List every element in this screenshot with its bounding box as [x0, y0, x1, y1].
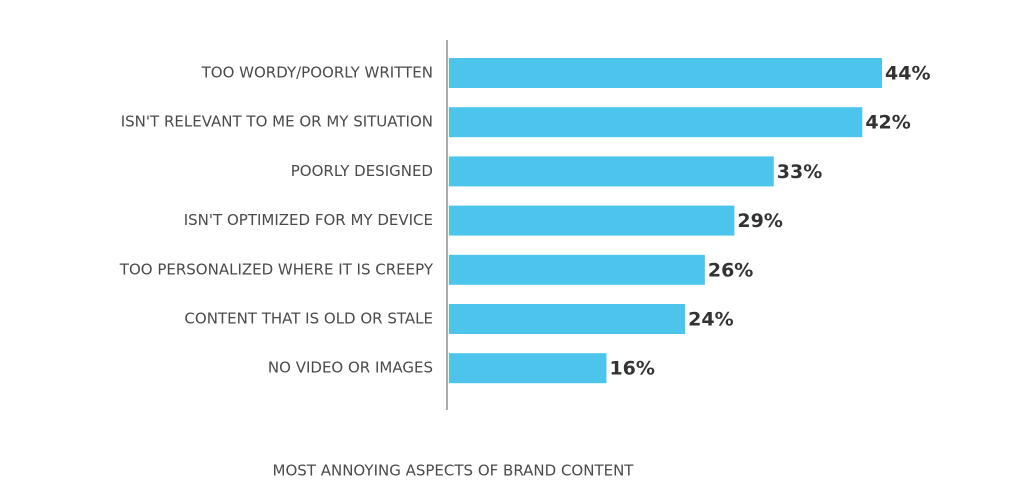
category-label: ISN'T OPTIMIZED FOR MY DEVICE: [184, 211, 433, 229]
category-label: TOO WORDY/POORLY WRITTEN: [201, 64, 433, 82]
category-label: NO VIDEO OR IMAGES: [268, 359, 433, 377]
bar: [449, 205, 735, 236]
bar: [449, 304, 686, 334]
value-label: 29%: [737, 210, 782, 232]
bar: [449, 58, 882, 88]
bar: [449, 107, 863, 138]
category-label: TOO PERSONALIZED WHERE IT IS CREEPY: [119, 260, 434, 278]
value-label: 44%: [885, 63, 930, 85]
value-label: 24%: [688, 309, 733, 331]
bar: [449, 254, 705, 285]
value-label: 42%: [865, 112, 910, 134]
value-label: 16%: [609, 358, 654, 380]
category-label: POORLY DESIGNED: [291, 162, 433, 180]
value-label: 33%: [777, 161, 822, 183]
category-label: ISN'T RELEVANT TO ME OR MY SITUATION: [121, 113, 433, 131]
value-label: 26%: [708, 259, 753, 281]
bar: [449, 353, 607, 384]
chart-title: MOST ANNOYING ASPECTS OF BRAND CONTENT: [273, 462, 635, 480]
category-label: CONTENT THAT IS OLD OR STALE: [184, 310, 433, 328]
bar: [449, 156, 774, 187]
